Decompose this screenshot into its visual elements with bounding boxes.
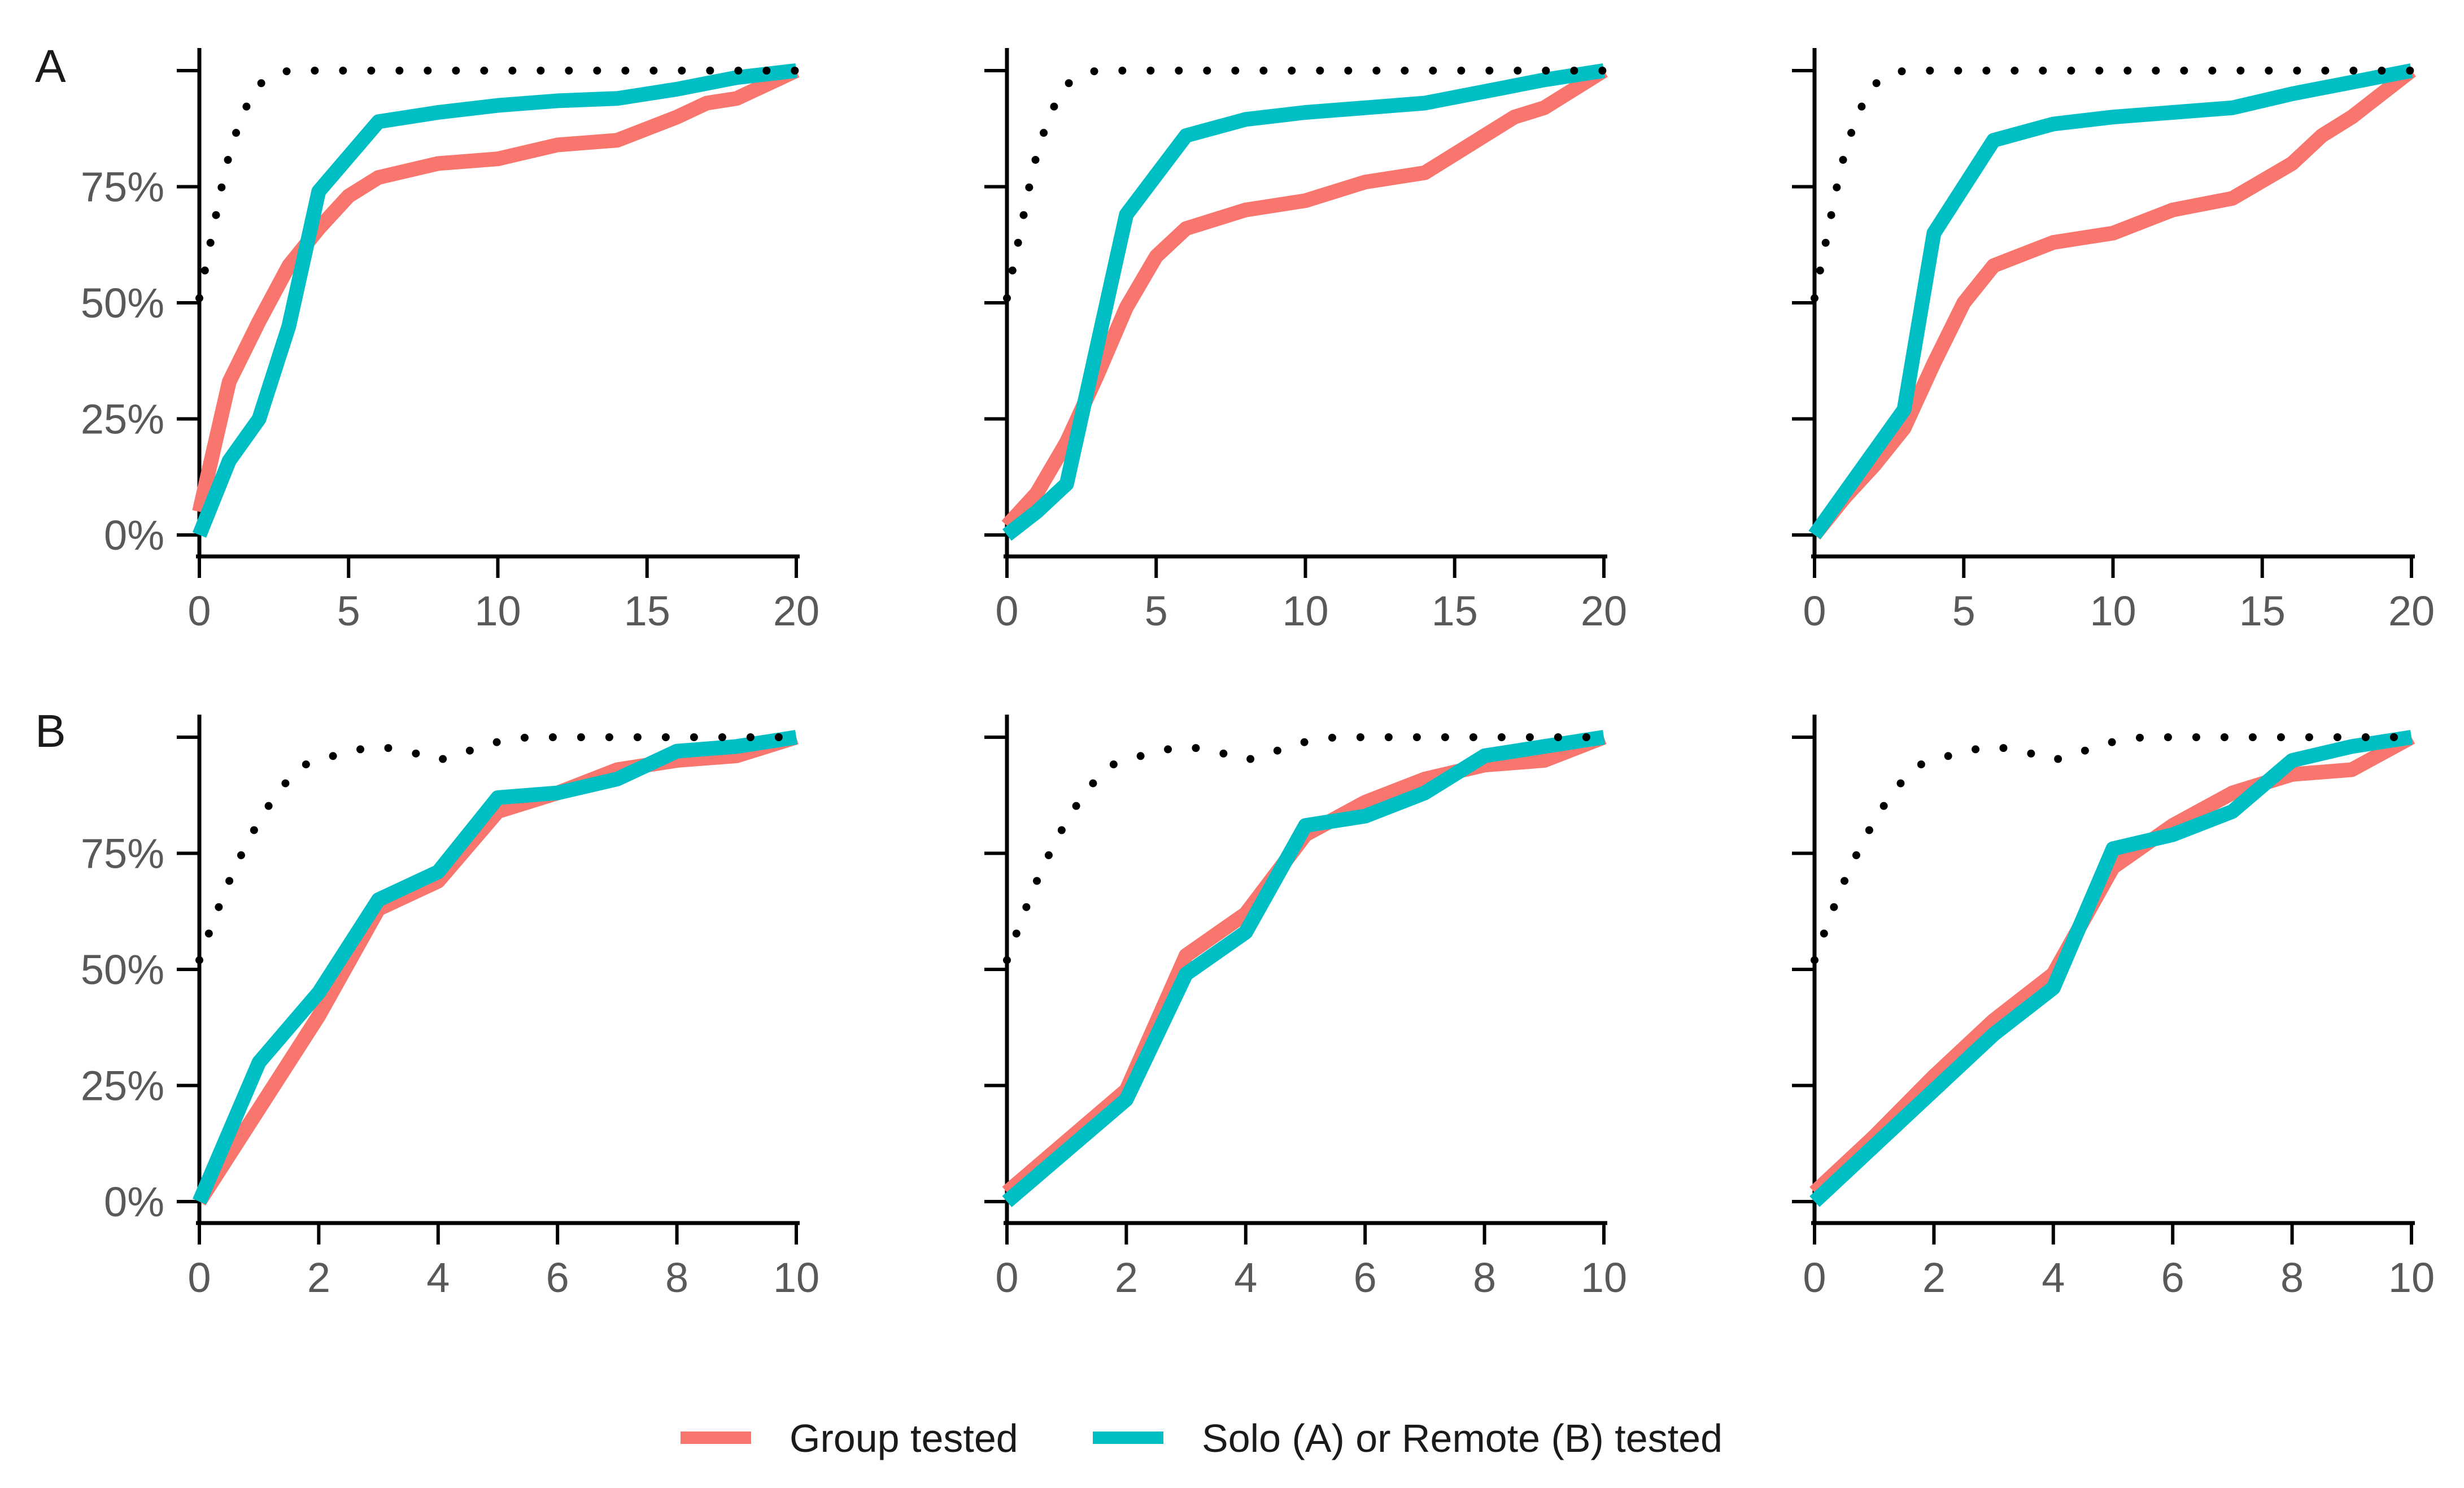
legend: Group tested Solo (A) or Remote (B) test… xyxy=(681,1416,1722,1460)
panel-b2-reference-dotted-line xyxy=(1003,733,1608,964)
panel-b3-xtick-label: 8 xyxy=(2280,1254,2304,1301)
panel-b2-solo-remote-tested-line xyxy=(1002,730,1605,1207)
panel-b1-ytick-label: 50% xyxy=(81,946,164,993)
panel-a3-xtick-label: 20 xyxy=(2388,588,2435,634)
panel-b2-xtick-label: 4 xyxy=(1234,1254,1257,1301)
panel-a3-xtick-label: 15 xyxy=(2239,588,2286,634)
panel-a3: 0 5 10 15 20 xyxy=(1792,48,2435,634)
row-label-b: B xyxy=(35,706,66,757)
panel-a2-xtick-label: 20 xyxy=(1581,588,1627,634)
panel-a1-xtick-label: 5 xyxy=(337,588,360,634)
panel-b1-ytick-label: 0% xyxy=(104,1178,164,1225)
panel-a2-xtick-label: 5 xyxy=(1145,588,1168,634)
panel-b3-xtick-label: 6 xyxy=(2161,1254,2184,1301)
legend-item-solo-remote-tested: Solo (A) or Remote (B) tested xyxy=(1093,1416,1722,1460)
panel-a1-ytick-label: 50% xyxy=(81,280,164,327)
panel-b1-reference-dotted-line xyxy=(195,733,800,964)
panel-a3-xtick-label: 5 xyxy=(1952,588,1975,634)
panel-b1-xtick-label: 0 xyxy=(187,1254,211,1301)
panel-a3-group-tested-line xyxy=(1808,64,2416,540)
panel-a1: 0% 25% 50% 75% 0 5 10 15 20 xyxy=(81,48,819,634)
legend-item-group-tested: Group tested xyxy=(681,1416,1018,1460)
panel-b2-xtick-label: 2 xyxy=(1115,1254,1138,1301)
panel-a2: 0 5 10 15 20 xyxy=(984,48,1627,634)
panel-a3-reference-dotted-line xyxy=(1811,67,2415,302)
panel-a2-group-tested-line xyxy=(1001,64,1608,531)
panel-a1-ytick-label: 0% xyxy=(104,512,164,559)
legend-label-group-tested: Group tested xyxy=(790,1416,1018,1460)
panel-b3: 0 2 4 6 8 10 xyxy=(1792,715,2435,1301)
panel-b3-xtick-label: 4 xyxy=(2042,1254,2065,1301)
panel-b2-xtick-label: 6 xyxy=(1354,1254,1377,1301)
panel-b1: 0% 25% 50% 75% 0 2 4 6 8 10 xyxy=(81,715,819,1301)
panel-a1-xtick-label: 0 xyxy=(187,588,211,634)
panel-a1-solo-remote-tested-line xyxy=(192,63,797,538)
panel-b1-ytick-label: 25% xyxy=(81,1063,164,1110)
panel-b3-xtick-label: 0 xyxy=(1803,1254,1826,1301)
panel-a1-ytick-label: 25% xyxy=(81,396,164,443)
panel-a1-xtick-label: 15 xyxy=(624,588,670,634)
panel-b3-xtick-label: 10 xyxy=(2388,1254,2435,1301)
panel-b1-group-tested-line xyxy=(193,730,799,1206)
panel-b1-xtick-label: 10 xyxy=(773,1254,819,1301)
panel-a3-xtick-label: 10 xyxy=(2090,588,2136,634)
legend-label-solo-remote-tested: Solo (A) or Remote (B) tested xyxy=(1202,1416,1722,1460)
panel-b1-ytick-label: 75% xyxy=(81,830,164,877)
panel-a1-xtick-label: 10 xyxy=(474,588,521,634)
panel-b2-xtick-label: 10 xyxy=(1581,1254,1627,1301)
panel-a2-xtick-label: 10 xyxy=(1282,588,1328,634)
panel-b1-xtick-label: 8 xyxy=(665,1254,688,1301)
panel-b1-xtick-label: 6 xyxy=(546,1254,569,1301)
panel-a1-group-tested-line xyxy=(192,64,800,514)
panel-b2-xtick-label: 8 xyxy=(1473,1254,1496,1301)
row-label-a: A xyxy=(35,41,66,92)
chart-panels: 0%25%50%75%0 5 10 15 20 0 5 10 15 20 0 5 10 15 200%25%… xyxy=(81,48,2435,1301)
panel-b1-xtick-label: 4 xyxy=(426,1254,450,1301)
panel-a2-xtick-label: 0 xyxy=(995,588,1018,634)
panel-b2: 0 2 4 6 8 10 xyxy=(984,715,1627,1301)
panel-b2-xtick-label: 0 xyxy=(995,1254,1018,1301)
panel-a3-xtick-label: 0 xyxy=(1803,588,1826,634)
panel-a3-solo-remote-tested-line xyxy=(1808,63,2413,539)
panel-a2-xtick-label: 15 xyxy=(1432,588,1478,634)
panel-a2-solo-remote-tested-line xyxy=(1002,63,1605,541)
panel-b3-solo-remote-tested-line xyxy=(1809,730,2413,1207)
panel-b1-xtick-label: 2 xyxy=(307,1254,330,1301)
panel-b1-solo-remote-tested-line xyxy=(193,730,797,1205)
panel-b3-xtick-label: 2 xyxy=(1922,1254,1946,1301)
panel-a1-xtick-label: 20 xyxy=(773,588,819,634)
panel-a2-reference-dotted-line xyxy=(1003,67,1608,302)
panel-a1-ytick-label: 75% xyxy=(81,164,164,211)
